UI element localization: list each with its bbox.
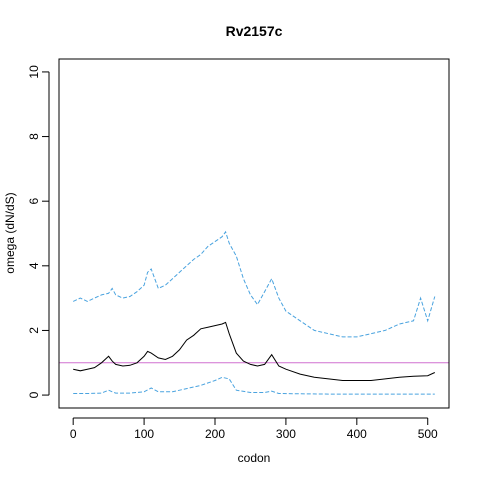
plot-frame bbox=[58, 58, 450, 409]
y-tick-label-2: 2 bbox=[27, 327, 41, 334]
y-tick-label-6: 6 bbox=[27, 198, 41, 205]
x-tick-label-200: 200 bbox=[205, 427, 225, 441]
y-tick-label-0: 0 bbox=[27, 391, 41, 398]
series-line-3 bbox=[73, 376, 435, 395]
x-tick-label-100: 100 bbox=[134, 427, 154, 441]
y-axis-label: omega (dN/dS) bbox=[3, 192, 17, 273]
x-axis-label: codon bbox=[238, 451, 271, 465]
y-tick-label-4: 4 bbox=[27, 262, 41, 269]
y-tick-label-10: 10 bbox=[27, 65, 41, 79]
chart-title: Rv2157c bbox=[226, 23, 283, 39]
plot-area: 0 100 200 300 400 500 0 2 4 6 8 10 bbox=[27, 58, 450, 441]
y-tick-label-8: 8 bbox=[27, 133, 41, 140]
x-tick-label-500: 500 bbox=[418, 427, 438, 441]
x-tick-label-0: 0 bbox=[70, 427, 77, 441]
series-line-2 bbox=[72, 230, 436, 338]
series-line-1 bbox=[73, 321, 436, 381]
x-tick-label-300: 300 bbox=[276, 427, 296, 441]
x-tick-label-400: 400 bbox=[347, 427, 367, 441]
